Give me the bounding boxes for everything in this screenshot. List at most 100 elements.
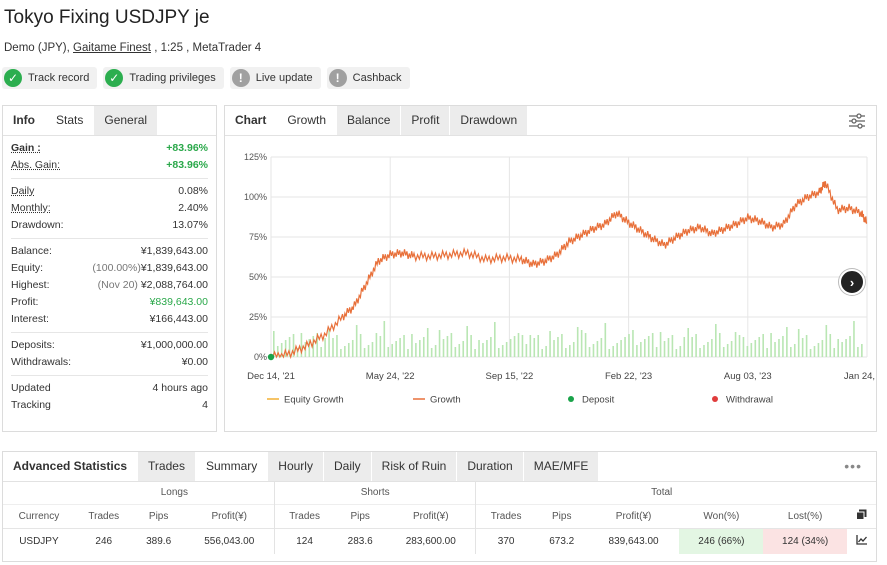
tab-growth[interactable]: Growth xyxy=(277,106,338,135)
volume-bar xyxy=(576,327,579,357)
y-tick-label: 50% xyxy=(249,272,267,282)
volume-bar xyxy=(529,335,532,357)
volume-bar xyxy=(494,322,496,357)
volume-bar xyxy=(695,334,697,357)
legend-withdrawal: Withdrawal xyxy=(726,395,773,406)
badge-trading-privileges[interactable]: ✓ Trading privileges xyxy=(103,67,224,89)
x-tick-label: May 24, '22 xyxy=(366,371,415,382)
tab-daily[interactable]: Daily xyxy=(323,452,372,481)
volume-bar xyxy=(675,349,678,357)
volume-bar xyxy=(715,324,717,357)
volume-bar xyxy=(336,335,338,357)
tab-hourly[interactable]: Hourly xyxy=(268,452,324,481)
volume-bar xyxy=(569,345,571,357)
x-tick-label: Sep 15, '22 xyxy=(486,371,534,382)
volume-bar xyxy=(584,333,587,357)
volume-bar xyxy=(857,347,859,357)
tab-profit[interactable]: Profit xyxy=(401,106,451,135)
badge-label: Trading privileges xyxy=(129,72,216,84)
volume-bar xyxy=(837,339,839,357)
volume-bar xyxy=(596,341,599,357)
tracking-row: Tracking 4 xyxy=(11,397,208,414)
volume-bar xyxy=(592,344,595,357)
col-long-profit: Profit(¥) xyxy=(184,503,275,528)
chevron-right-icon[interactable]: › xyxy=(839,269,865,295)
tab-balance[interactable]: Balance xyxy=(337,106,402,135)
badge-cashback[interactable]: ! Cashback xyxy=(326,67,410,89)
volume-bar xyxy=(490,337,492,357)
broker-link[interactable]: Gaitame Finest xyxy=(73,42,151,54)
group-longs: Longs xyxy=(160,487,188,499)
volume-bar xyxy=(415,343,417,357)
tab-mae-mfe[interactable]: MAE/MFE xyxy=(523,452,600,481)
cell-long-trades: 246 xyxy=(74,527,133,554)
volume-bar xyxy=(640,342,642,357)
volume-bar xyxy=(770,333,772,357)
volume-bar xyxy=(458,344,461,357)
volume-bar xyxy=(419,340,421,357)
abs-gain-row: Abs. Gain: +83.96% xyxy=(11,157,208,174)
col-short-pips: Pips xyxy=(334,503,387,528)
badge-label: Cashback xyxy=(352,72,402,84)
col-total-pips: Pips xyxy=(535,503,588,528)
volume-bar xyxy=(797,329,800,357)
volume-bar xyxy=(505,342,508,357)
y-tick-label: 125% xyxy=(244,152,267,162)
volume-bar xyxy=(659,332,662,357)
group-shorts: Shorts xyxy=(273,482,476,504)
daily-label[interactable]: Daily xyxy=(11,185,35,197)
volume-bar xyxy=(284,340,287,357)
tab-info[interactable]: Info xyxy=(3,106,46,135)
volume-bar xyxy=(292,334,295,357)
chart-settings-icon[interactable] xyxy=(848,113,866,129)
volume-bar xyxy=(683,337,686,357)
x-tick-label: Dec 14, '21 xyxy=(247,371,295,382)
monthly-label[interactable]: Monthly: xyxy=(11,202,51,214)
legend-withdrawal-swatch xyxy=(712,396,718,402)
tab-summary[interactable]: Summary xyxy=(195,452,269,481)
highest-label: Highest: xyxy=(11,279,50,291)
volume-bar xyxy=(545,346,547,357)
legend-deposit-swatch xyxy=(568,396,574,402)
more-options-icon[interactable]: ••• xyxy=(844,458,862,474)
abs-gain-label[interactable]: Abs. Gain: xyxy=(11,159,61,171)
gain-label[interactable]: Gain : xyxy=(11,142,41,154)
chart-panel: Chart Growth Balance Profit Drawdown 0% 2… xyxy=(224,105,877,432)
volume-bar xyxy=(588,347,591,357)
badge-track-record[interactable]: ✓ Track record xyxy=(2,67,98,89)
col-currency: Currency xyxy=(3,503,75,528)
volume-bar xyxy=(790,347,792,357)
balance-value: ¥1,839,643.00 xyxy=(140,245,208,257)
volume-bar xyxy=(805,335,808,357)
tab-drawdown[interactable]: Drawdown xyxy=(450,106,529,135)
volume-bar xyxy=(434,345,437,357)
profit-value: ¥839,643.00 xyxy=(149,296,208,308)
volume-bar xyxy=(332,338,334,357)
tab-trades[interactable]: Trades xyxy=(138,452,196,481)
leverage-platform: , 1:25 , MetaTrader 4 xyxy=(151,42,262,54)
tab-risk-of-ruin[interactable]: Risk of Ruin xyxy=(371,452,458,481)
tab-stats[interactable]: Stats xyxy=(46,106,95,135)
volume-bar xyxy=(340,349,342,357)
tab-duration[interactable]: Duration xyxy=(457,452,524,481)
volume-bar xyxy=(280,343,283,357)
volume-bar xyxy=(466,326,468,357)
volume-bar xyxy=(312,336,315,357)
badge-live-update[interactable]: ! Live update xyxy=(229,67,321,89)
cell-won: 246 (66%) xyxy=(679,527,764,554)
line-chart-icon[interactable] xyxy=(847,527,876,554)
volume-bar xyxy=(553,340,555,357)
table-row: USDJPY 246 389.6 556,043.00 124 283.6 28… xyxy=(3,527,876,554)
y-tick-label: 75% xyxy=(249,232,267,242)
volume-bar xyxy=(829,334,832,357)
tab-general[interactable]: General xyxy=(94,106,159,135)
abs-gain-value: +83.96% xyxy=(166,159,208,171)
volume-bar xyxy=(557,337,559,357)
advanced-statistics-title: Advanced Statistics xyxy=(3,452,139,481)
volume-bar xyxy=(422,337,425,357)
col-total-profit: Profit(¥) xyxy=(587,503,680,528)
volume-bar xyxy=(355,325,358,357)
volume-bar xyxy=(486,340,488,357)
gain-row: Gain : +83.96% xyxy=(11,140,208,157)
copy-icon[interactable] xyxy=(847,503,876,528)
